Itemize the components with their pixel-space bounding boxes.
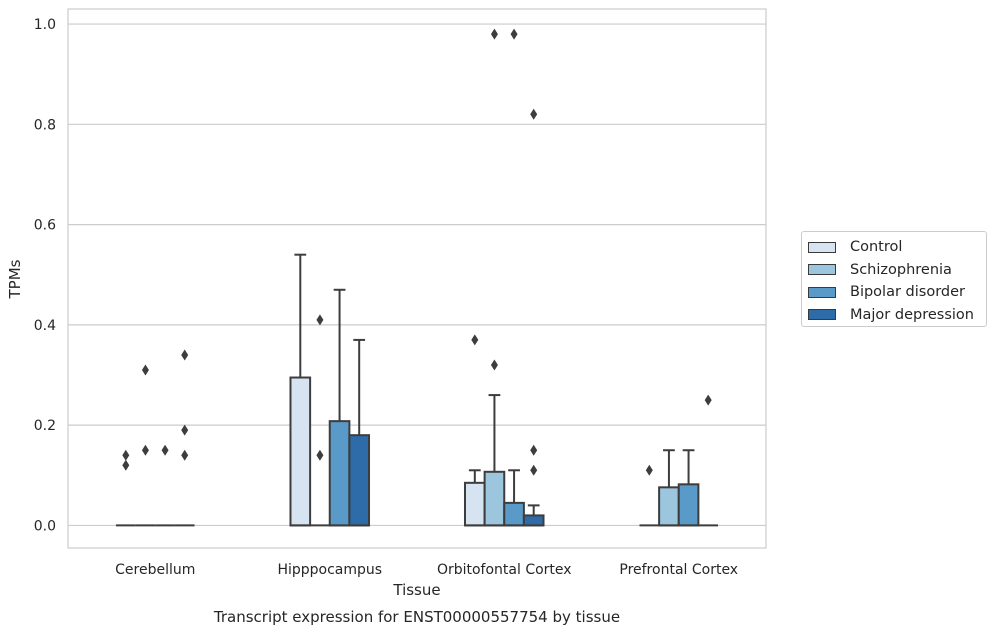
y-tick-label: 0.4 <box>34 318 56 334</box>
legend-label: Control <box>850 239 903 256</box>
chart-title: Transcript expression for ENST0000055775… <box>213 608 620 626</box>
x-tick-label: Cerebellum <box>115 562 195 578</box>
outlier-point <box>316 314 324 326</box>
box <box>463 481 486 527</box>
legend-item: Bipolar disorder <box>808 281 986 304</box>
legend-label: Schizophrenia <box>850 261 952 278</box>
legend-label: Bipolar disorder <box>850 284 965 301</box>
outlier-point <box>122 459 130 471</box>
y-tick-label: 0.2 <box>34 418 56 434</box>
y-tick-labels: 0.0 0.2 0.4 0.6 0.8 1.0 <box>34 17 56 534</box>
box <box>522 514 545 527</box>
outlier-point <box>530 108 538 120</box>
outlier-point <box>316 449 324 461</box>
y-axis-label: TPMs <box>6 259 24 299</box>
box <box>289 376 312 527</box>
legend-item: Major depression <box>808 304 986 327</box>
outlier-point <box>181 449 189 461</box>
outlier-point <box>141 444 149 456</box>
gridlines <box>68 23 766 527</box>
outlier-point <box>704 394 712 406</box>
outlier-point <box>490 359 498 371</box>
outlier-point <box>510 28 518 40</box>
x-tick-label: Orbitofontal Cortex <box>437 562 572 578</box>
outlier-point <box>471 334 479 346</box>
legend-swatch <box>808 286 836 298</box>
box-marks <box>115 28 719 527</box>
x-axis-label: Tissue <box>392 581 440 599</box>
outlier-point <box>161 444 169 456</box>
legend-item: Schizophrenia <box>808 259 986 282</box>
legend-label: Major depression <box>850 306 974 323</box>
outlier-point <box>490 28 498 40</box>
y-tick-label: 1.0 <box>34 17 56 33</box>
box <box>677 483 700 527</box>
plot-area-frame <box>67 8 767 549</box>
outlier-point <box>122 449 130 461</box>
legend-swatch <box>808 309 836 321</box>
y-tick-label: 0.6 <box>34 218 56 234</box>
outlier-point <box>181 424 189 436</box>
outlier-point <box>645 464 653 476</box>
legend-item: Control <box>808 236 986 259</box>
legend: Control Schizophrenia Bipolar disorder Majo… <box>801 231 987 327</box>
legend-swatch <box>808 241 836 253</box>
outlier-point <box>530 444 538 456</box>
box <box>483 470 506 527</box>
y-tick-label: 0.0 <box>34 518 56 534</box>
legend-swatch <box>808 264 836 276</box>
box <box>503 501 525 527</box>
box <box>658 486 680 527</box>
outlier-point <box>530 464 538 476</box>
x-tick-labels: Cerebellum Hipppocampus Orbitofontal Corte… <box>115 562 738 578</box>
y-tick-label: 0.8 <box>34 117 56 133</box>
x-tick-label: Hipppocampus <box>277 562 382 578</box>
outlier-point <box>141 364 149 376</box>
outlier-point <box>181 349 189 361</box>
box <box>328 420 351 527</box>
box <box>348 434 371 527</box>
x-tick-label: Prefrontal Cortex <box>619 562 738 578</box>
